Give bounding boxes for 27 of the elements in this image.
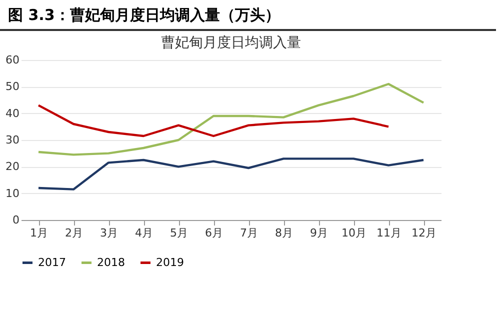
x-tick-label: 9月 xyxy=(310,226,328,240)
x-tick-label: 3月 xyxy=(100,226,118,240)
x-tick-label: 10月 xyxy=(342,226,366,240)
line-series xyxy=(37,82,425,156)
y-tick-label: 40 xyxy=(6,106,20,120)
x-tick-label: 2月 xyxy=(65,226,83,240)
x-tick-label: 6月 xyxy=(205,226,223,240)
y-tick-label: 60 xyxy=(6,54,20,66)
x-tick-label: 1月 xyxy=(30,226,48,240)
line-series xyxy=(37,104,390,138)
x-tick-label: 7月 xyxy=(240,226,258,240)
x-tick-label: 8月 xyxy=(275,226,293,240)
y-tick-label: 20 xyxy=(6,160,20,174)
x-tick-label: 12月 xyxy=(412,226,436,240)
x-tick-label: 4月 xyxy=(135,226,153,240)
legend-label: 2017 xyxy=(38,256,66,269)
y-tick-label: 30 xyxy=(6,134,20,146)
x-tick-label: 11月 xyxy=(376,226,402,240)
y-tick-label: 50 xyxy=(6,80,20,94)
line-series xyxy=(37,158,425,190)
legend-label: 2018 xyxy=(97,256,125,269)
y-tick-label: 0 xyxy=(12,214,20,226)
x-tick-label: 5月 xyxy=(170,226,188,240)
chart-title: 图 3.3：曹妃甸月度日均调入量（万头） xyxy=(0,0,496,31)
chart-subtitle: 曹妃甸月度日均调入量 xyxy=(161,35,301,51)
legend-label: 2019 xyxy=(156,256,184,269)
y-tick-label: 10 xyxy=(6,186,20,200)
